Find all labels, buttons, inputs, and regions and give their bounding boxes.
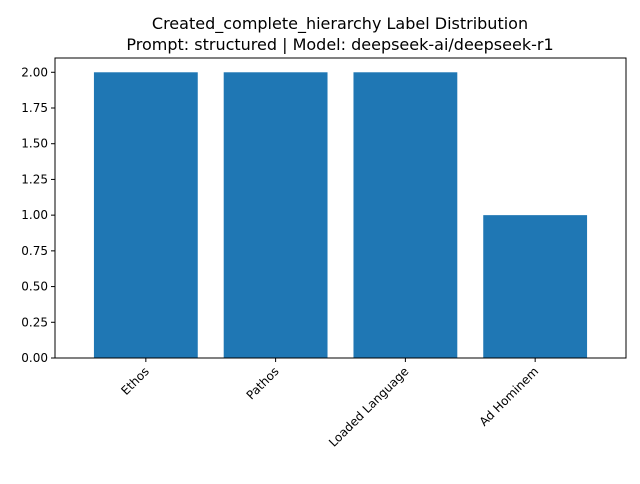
- bar-series: [93, 72, 588, 359]
- bar-ethos: [93, 72, 198, 359]
- x-axis: Ethos Pathos Loaded Language Ad Hominem: [118, 358, 541, 450]
- y-tick-label: 1.25: [21, 172, 48, 186]
- y-tick-label: 0.75: [21, 244, 48, 258]
- chart-title-line-1: Created_complete_hierarchy Label Distrib…: [152, 14, 528, 34]
- y-tick-label: 0.00: [21, 351, 48, 365]
- y-axis: 0.00 0.25 0.50 0.75 1.00 1.25 1.50 1.75 2.00: [21, 65, 55, 365]
- y-tick-label: 0.50: [21, 280, 48, 294]
- bar-ad-hominem: [483, 215, 588, 358]
- chart-title-line-2: Prompt: structured | Model: deepseek-ai/…: [126, 35, 553, 54]
- x-tick-label: Ethos: [118, 364, 152, 398]
- x-tick-label: Pathos: [244, 364, 282, 402]
- plot-frame: [54, 57, 627, 359]
- y-tick-label: 0.25: [21, 315, 48, 329]
- y-tick-label: 1.75: [21, 101, 48, 115]
- y-tick-label: 1.00: [21, 208, 48, 222]
- y-tick-label: 2.00: [21, 65, 48, 79]
- x-tick-label: Loaded Language: [326, 364, 411, 449]
- y-tick-label: 1.50: [21, 137, 48, 151]
- bar-loaded-language: [353, 72, 458, 359]
- x-tick-label: Ad Hominem: [477, 364, 542, 429]
- bar-pathos: [223, 72, 328, 359]
